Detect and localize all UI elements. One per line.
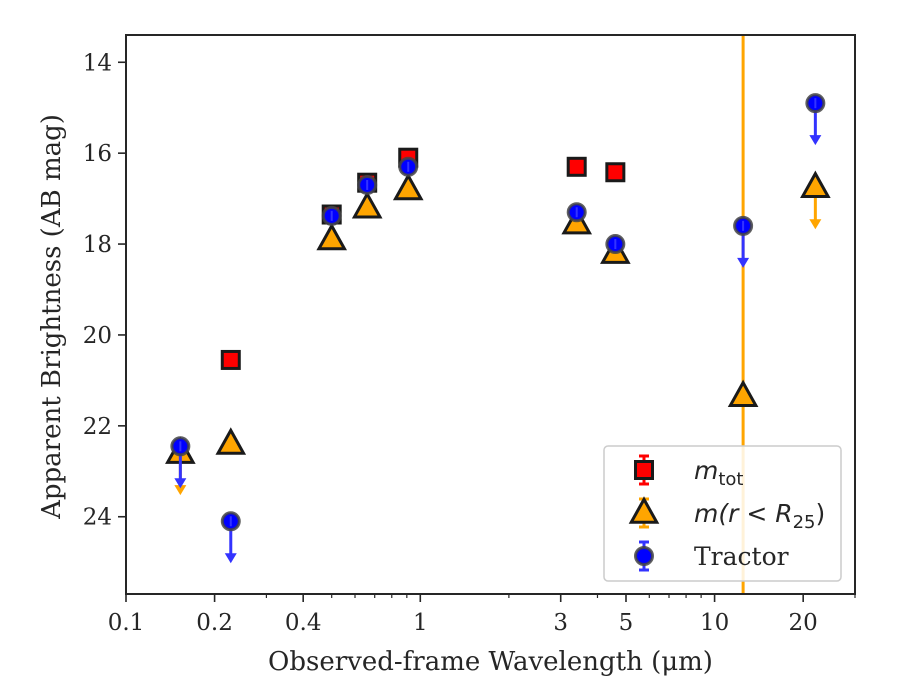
legend-frame [603, 445, 842, 582]
legend-label-tractor: Tractor [694, 542, 789, 571]
y-tick-label: 18 [83, 232, 112, 258]
series-tractor [170, 93, 826, 564]
m_tot-point-4 [566, 156, 587, 177]
m_r25-point-3 [351, 190, 383, 219]
tractor-upper-limit-arrow-8-head [809, 135, 822, 146]
y-axis-label: Apparent Brightness (AB mag) [37, 114, 67, 520]
x-tick-label: 3 [553, 610, 568, 636]
legend-entry-tractor: Tractor [634, 540, 789, 572]
legend-entry-m_r25: m(r < R25) [628, 496, 825, 533]
y-tick-label: 22 [83, 414, 112, 440]
m_tot-point-5 [605, 162, 626, 183]
legend-marker-m_tot [634, 460, 654, 480]
x-tick-label: 10 [700, 610, 729, 636]
x-tick-label: 5 [619, 610, 634, 636]
tractor-upper-limit-arrow-1-head [224, 553, 237, 564]
y-tick-label: 14 [83, 50, 112, 76]
x-axis-label: Observed-frame Wavelength (μm) [268, 647, 713, 677]
marks-group [165, 35, 831, 594]
legend-marker-m_r25 [628, 496, 660, 524]
y-tick-label: 20 [83, 323, 112, 349]
m_r25-point-1 [215, 427, 247, 455]
m_r25-point-8 [800, 170, 831, 198]
m_r25-point-2 [316, 222, 348, 251]
legend: mtot m(r < R25) Tractor [603, 445, 842, 582]
x-tick-label: 0.2 [196, 610, 233, 636]
legend-marker-tractor [634, 546, 654, 566]
tractor-upper-limit-arrow-0-head [174, 478, 187, 489]
x-tick-label: 20 [789, 610, 818, 636]
x-tick-label: 0.1 [108, 610, 145, 636]
plot-frame [125, 34, 856, 595]
y-tick-label: 24 [83, 505, 112, 531]
m_r25-point-7 [727, 379, 759, 408]
m_r25-point-4 [392, 172, 424, 201]
x-tick-label: 1 [413, 610, 428, 636]
m_tot-point-0 [220, 349, 241, 370]
x-tick-label: 0.4 [285, 610, 322, 636]
legend-entry-m_tot: mtot [634, 454, 744, 490]
tractor-upper-limit-arrow-7-head [737, 257, 750, 268]
m_r25-upper-limit-arrow-8-head [809, 219, 822, 230]
y-tick-label: 16 [83, 141, 112, 167]
legend-label-m_tot: mtot [694, 456, 744, 490]
series-m_tot [220, 147, 626, 370]
ticks-group: 0.1 0.2 0.4 1 3 5 10 20 14 16 18 20 22 24 [83, 50, 856, 636]
legend-label-m_r25: m(r < R25) [694, 499, 825, 533]
m_r25-upper-limit-arrow-0-head [174, 485, 187, 496]
